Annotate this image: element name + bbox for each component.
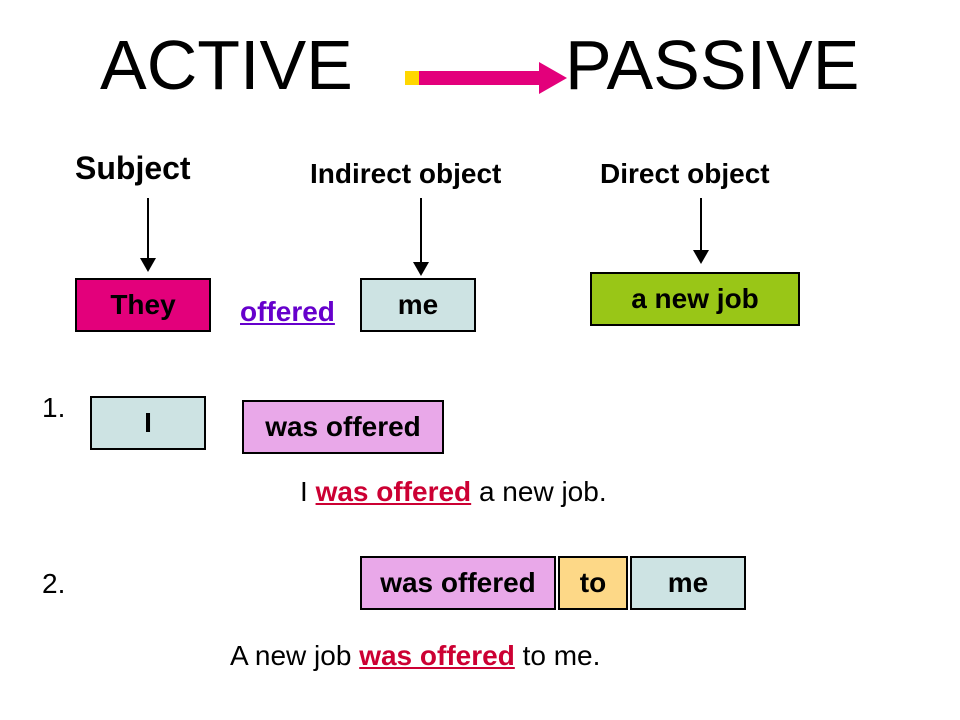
arrow-shaft-icon	[147, 198, 149, 258]
sentence-2-pre: A new job	[230, 640, 359, 671]
header-indirect: Indirect object	[310, 158, 501, 190]
box-me-2: me	[630, 556, 746, 610]
sentence-1-pre: I	[300, 476, 316, 507]
arrow-down-icon	[413, 262, 429, 276]
arrow-tail	[405, 71, 419, 85]
box-was-offered-2: was offered	[360, 556, 556, 610]
title-passive: PASSIVE	[565, 25, 859, 105]
word-offered: offered	[240, 296, 335, 328]
label-1: 1.	[42, 392, 65, 424]
header-direct: Direct object	[600, 158, 770, 190]
sentence-1: I was offered a new job.	[300, 476, 607, 508]
arrow-shaft-icon	[420, 198, 422, 262]
arrow-down-icon	[693, 250, 709, 264]
arrow-shaft	[419, 71, 539, 85]
box-me: me	[360, 278, 476, 332]
arrow-head-icon	[539, 62, 567, 94]
arrow-down-indirect	[413, 198, 429, 276]
sentence-2-post: to me.	[515, 640, 601, 671]
arrow-shaft-icon	[700, 198, 702, 250]
box-was-offered-1: was offered	[242, 400, 444, 454]
box-a-new-job: a new job	[590, 272, 800, 326]
header-subject: Subject	[75, 150, 191, 187]
title-arrow	[405, 62, 567, 94]
box-i: I	[90, 396, 206, 450]
label-2: 2.	[42, 568, 65, 600]
sentence-1-highlight: was offered	[316, 476, 472, 507]
box-they: They	[75, 278, 211, 332]
sentence-1-post: a new job.	[471, 476, 606, 507]
arrow-down-direct	[693, 198, 709, 264]
arrow-down-subject	[140, 198, 156, 272]
sentence-2-highlight: was offered	[359, 640, 515, 671]
sentence-2: A new job was offered to me.	[230, 640, 600, 672]
arrow-down-icon	[140, 258, 156, 272]
box-to: to	[558, 556, 628, 610]
title-active: ACTIVE	[100, 25, 353, 105]
